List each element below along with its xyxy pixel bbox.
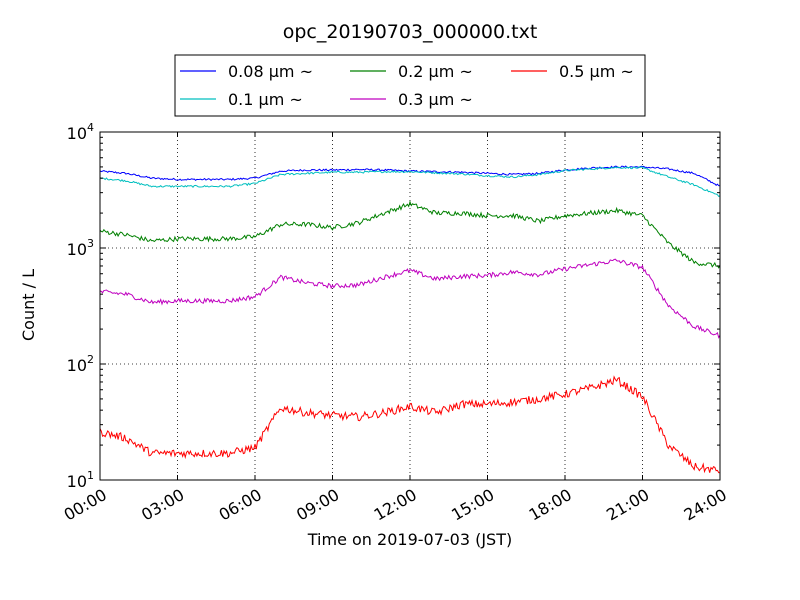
series-line-4 — [99, 375, 721, 474]
legend-label-3: 0.3 μm ~ — [398, 90, 473, 109]
legend: 0.08 μm ~ 0.1 μm ~ 0.2 μm ~ 0.3 μm ~ 0.5 μm … — [174, 54, 646, 117]
series-line-1 — [99, 166, 721, 197]
y-tick-label: 104 — [67, 121, 94, 143]
chart-title: opc_20190703_000000.txt — [283, 21, 538, 43]
y-tick-label: 101 — [67, 469, 94, 491]
x-axis-label: Time on 2019-07-03 (JST) — [307, 530, 512, 549]
legend-label-4: 0.5 μm ~ — [559, 62, 634, 81]
y-tick-label: 103 — [67, 237, 94, 259]
series-line-3 — [99, 258, 721, 339]
legend-label-2: 0.2 μm ~ — [398, 62, 473, 81]
legend-label-0: 0.08 μm ~ — [228, 62, 313, 81]
y-tick-label: 102 — [67, 353, 94, 375]
legend-box — [174, 54, 646, 117]
series-line-2 — [99, 200, 721, 269]
y-axis-label: Count / L — [19, 269, 38, 341]
legend-label-1: 0.1 μm ~ — [228, 90, 303, 109]
